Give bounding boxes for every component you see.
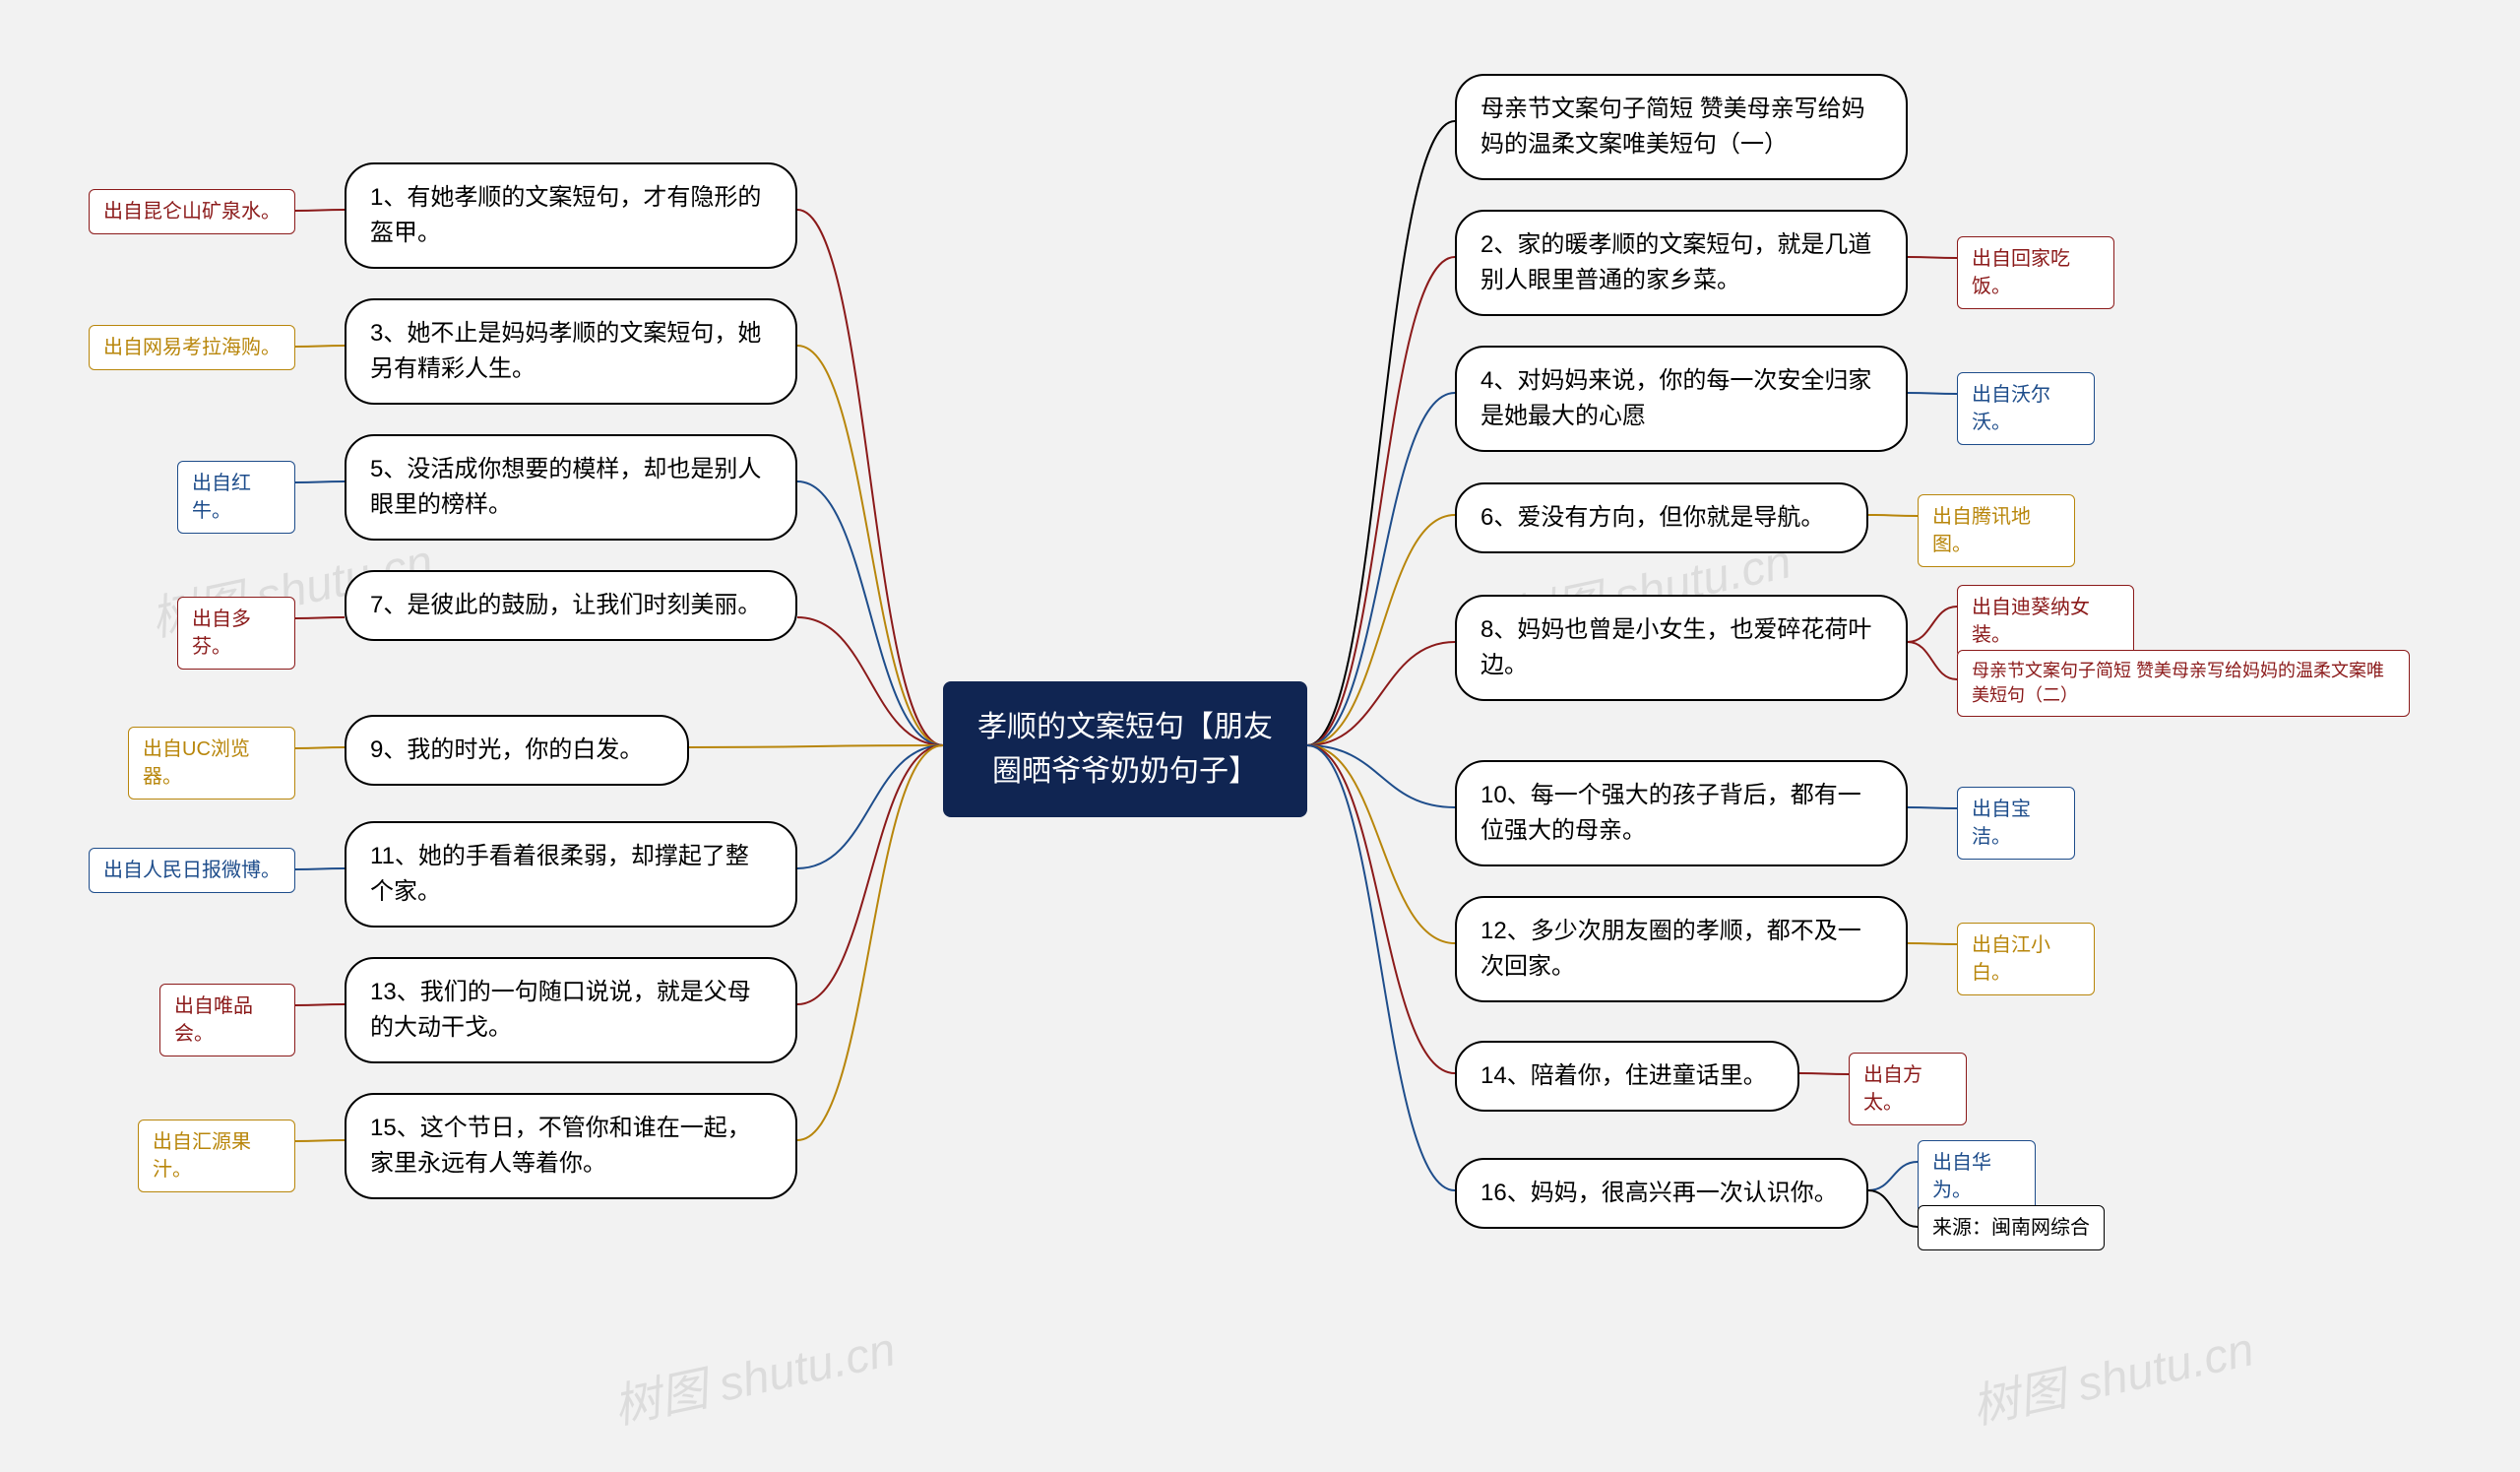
center-node: 孝顺的文案短句【朋友圈晒爷爷奶奶句子】	[943, 681, 1307, 817]
left-node-1: 1、有她孝顺的文案短句，才有隐形的盔甲。	[345, 162, 797, 269]
left-source-8: 出自汇源果汁。	[138, 1120, 295, 1192]
left-source-6: 出自人民日报微博。	[89, 848, 295, 893]
right-node-6: 10、每一个强大的孩子背后，都有一位强大的母亲。	[1455, 760, 1908, 866]
right-source-9-2: 来源：闽南网综合	[1918, 1205, 2105, 1250]
right-node-7: 12、多少次朋友圈的孝顺，都不及一次回家。	[1455, 896, 1908, 1002]
left-source-2: 出自网易考拉海购。	[89, 325, 295, 370]
left-node-2: 3、她不止是妈妈孝顺的文案短句，她另有精彩人生。	[345, 298, 797, 405]
left-source-1: 出自昆仑山矿泉水。	[89, 189, 295, 234]
right-source-9-1: 出自华为。	[1918, 1140, 2036, 1213]
left-source-7: 出自唯品会。	[159, 984, 295, 1056]
right-node-3: 4、对妈妈来说，你的每一次安全归家是她最大的心愿	[1455, 346, 1908, 452]
left-node-7: 13、我们的一句随口说说，就是父母的大动干戈。	[345, 957, 797, 1063]
right-source-8-1: 出自方太。	[1849, 1053, 1967, 1125]
right-node-4: 6、爱没有方向，但你就是导航。	[1455, 482, 1868, 553]
right-source-7-1: 出自江小白。	[1957, 923, 2095, 995]
left-node-4: 7、是彼此的鼓励，让我们时刻美丽。	[345, 570, 797, 641]
left-node-5: 9、我的时光，你的白发。	[345, 715, 689, 786]
right-node-1: 母亲节文案句子简短 赞美母亲写给妈妈的温柔文案唯美短句（一）	[1455, 74, 1908, 180]
left-node-6: 11、她的手看着很柔弱，却撑起了整个家。	[345, 821, 797, 928]
left-source-3: 出自红牛。	[177, 461, 295, 534]
right-node-5: 8、妈妈也曾是小女生，也爱碎花荷叶边。	[1455, 595, 1908, 701]
right-source-2-1: 出自回家吃饭。	[1957, 236, 2114, 309]
right-source-3-1: 出自沃尔沃。	[1957, 372, 2095, 445]
right-source-5-1: 出自迪葵纳女装。	[1957, 585, 2134, 658]
right-node-2: 2、家的暖孝顺的文案短句，就是几道别人眼里普通的家乡菜。	[1455, 210, 1908, 316]
left-node-3: 5、没活成你想要的模样，却也是别人眼里的榜样。	[345, 434, 797, 541]
right-source-6-1: 出自宝洁。	[1957, 787, 2075, 860]
left-source-4: 出自多芬。	[177, 597, 295, 670]
left-node-8: 15、这个节日，不管你和谁在一起，家里永远有人等着你。	[345, 1093, 797, 1199]
right-source-5-2: 母亲节文案句子简短 赞美母亲写给妈妈的温柔文案唯美短句（二）	[1957, 650, 2410, 717]
watermark: 树图 shutu.cn	[1965, 1311, 2259, 1438]
right-node-8: 14、陪着你，住进童话里。	[1455, 1041, 1799, 1112]
watermark: 树图 shutu.cn	[606, 1311, 901, 1438]
left-source-5: 出自UC浏览器。	[128, 727, 295, 800]
right-source-4-1: 出自腾讯地图。	[1918, 494, 2075, 567]
right-node-9: 16、妈妈，很高兴再一次认识你。	[1455, 1158, 1868, 1229]
